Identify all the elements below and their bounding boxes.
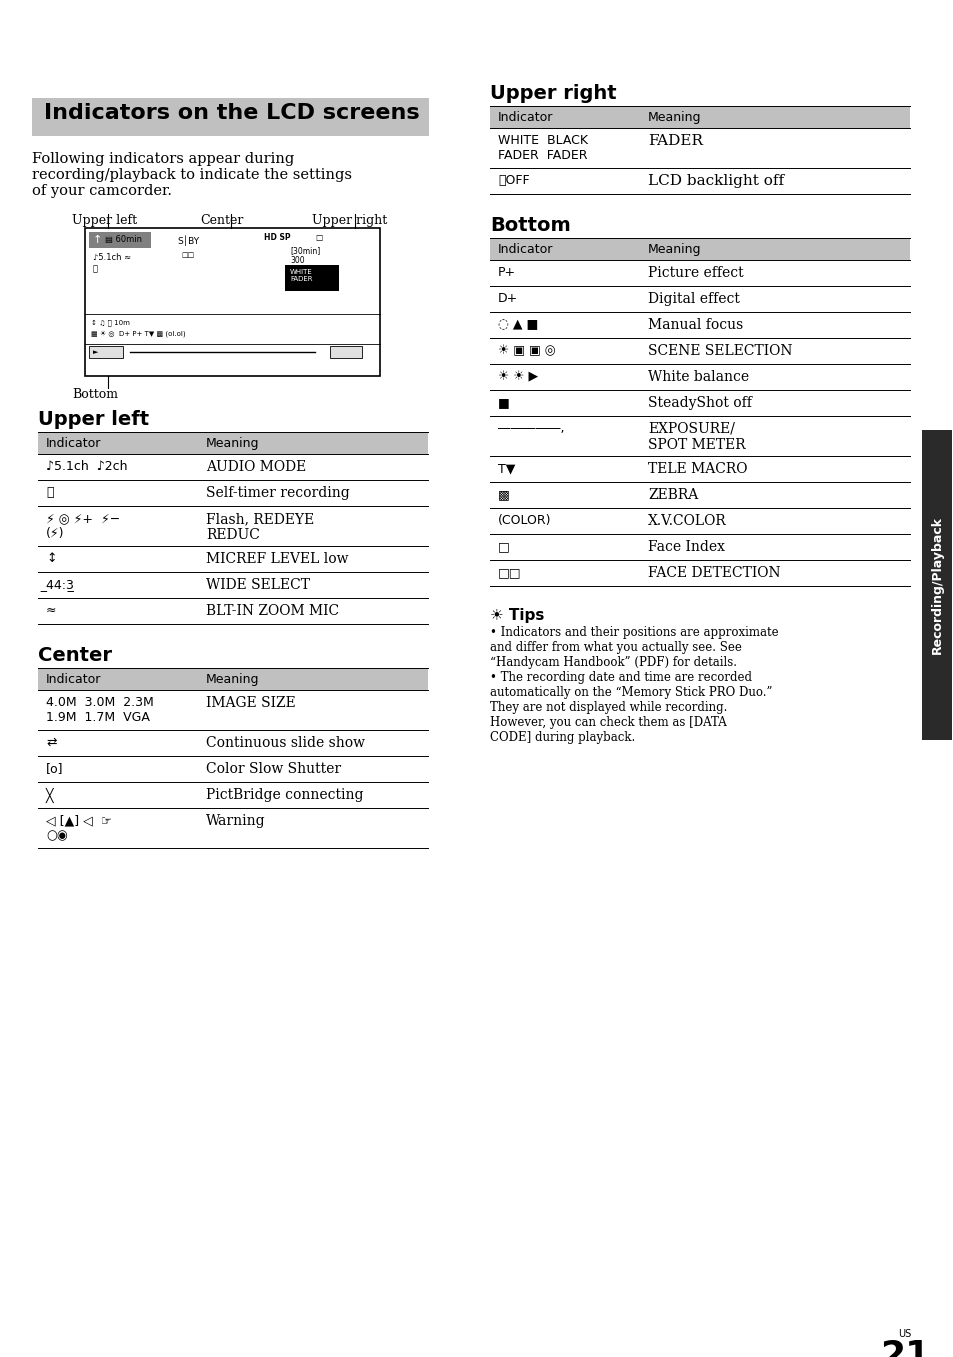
Text: Indicator: Indicator — [46, 673, 101, 687]
Text: ▩: ▩ — [497, 489, 509, 501]
Text: Center: Center — [38, 646, 112, 665]
Text: ♪5.1ch ≈: ♪5.1ch ≈ — [92, 252, 131, 262]
Text: 300: 300 — [290, 256, 304, 265]
Text: AUDIO MODE: AUDIO MODE — [206, 460, 306, 474]
Text: ◁ [▲] ◁  ☞
○◉: ◁ [▲] ◁ ☞ ○◉ — [46, 814, 112, 841]
Text: ◌ ▲ ■: ◌ ▲ ■ — [497, 318, 537, 331]
Text: [30min]: [30min] — [290, 246, 320, 255]
Text: ╳: ╳ — [46, 788, 53, 803]
Text: ⎕OFF: ⎕OFF — [497, 174, 529, 187]
Text: Following indicators appear during
recording/playback to indicate the settings
o: Following indicators appear during recor… — [32, 152, 352, 198]
Text: ≈: ≈ — [46, 604, 56, 617]
Text: Upper left: Upper left — [71, 214, 137, 227]
Text: ―――――,: ―――――, — [497, 422, 564, 436]
Bar — [89, 232, 151, 248]
Text: Self-timer recording: Self-timer recording — [206, 486, 350, 499]
Text: Meaning: Meaning — [206, 673, 259, 687]
Text: P+: P+ — [497, 266, 516, 280]
Text: MICREF LEVEL low: MICREF LEVEL low — [206, 552, 348, 566]
Text: X.V.COLOR: X.V.COLOR — [647, 514, 726, 528]
Text: FADER: FADER — [647, 134, 702, 148]
Bar — [490, 237, 909, 261]
Text: D+: D+ — [497, 292, 517, 305]
Text: US: US — [898, 1329, 911, 1339]
Text: White balance: White balance — [647, 370, 748, 384]
Text: Upper left: Upper left — [38, 410, 149, 429]
Text: BLT-IN ZOOM MIC: BLT-IN ZOOM MIC — [206, 604, 338, 617]
Text: • The recording date and time are recorded
automatically on the “Memory Stick PR: • The recording date and time are record… — [490, 670, 772, 744]
Text: ☀ ☀ ▶: ☀ ☀ ▶ — [497, 370, 537, 383]
Text: SteadyShot off: SteadyShot off — [647, 396, 751, 410]
Text: (COLOR): (COLOR) — [497, 514, 551, 527]
Text: ↑: ↑ — [92, 235, 102, 246]
Bar — [89, 346, 123, 358]
Text: S│BY: S│BY — [177, 235, 199, 246]
Text: WHITE  BLACK
FADER  FADER: WHITE BLACK FADER FADER — [497, 134, 587, 161]
Text: ☀ ▣ ▣ ◎: ☀ ▣ ▣ ◎ — [497, 345, 555, 357]
Text: Indicator: Indicator — [497, 243, 553, 256]
Text: LCD backlight off: LCD backlight off — [647, 174, 783, 189]
Text: [o]: [o] — [46, 763, 64, 775]
Text: WHITE
FADER: WHITE FADER — [290, 269, 313, 282]
Text: ▦ ☀ ◎  D+ P+ T▼ ▩ (ol.ol): ▦ ☀ ◎ D+ P+ T▼ ▩ (ol.ol) — [91, 330, 186, 337]
Text: ZEBRA: ZEBRA — [647, 489, 698, 502]
Bar — [285, 265, 338, 290]
Text: PictBridge connecting: PictBridge connecting — [206, 788, 363, 802]
Text: 4.0M  3.0M  2.3M
1.9M  1.7M  VGA: 4.0M 3.0M 2.3M 1.9M 1.7M VGA — [46, 696, 153, 725]
Bar — [490, 106, 909, 128]
Bar — [38, 432, 428, 455]
Bar — [38, 668, 428, 689]
Text: Face Index: Face Index — [647, 540, 724, 554]
Text: Upper right: Upper right — [490, 84, 616, 103]
Text: Color Slow Shutter: Color Slow Shutter — [206, 763, 341, 776]
Text: TELE MACRO: TELE MACRO — [647, 461, 747, 476]
Text: ↕ ♫ ⌛ 10m: ↕ ♫ ⌛ 10m — [91, 319, 130, 326]
Text: ■: ■ — [497, 396, 509, 408]
Bar — [32, 98, 429, 136]
Text: HD SP: HD SP — [264, 233, 291, 242]
Text: EXPOSURE/
SPOT METER: EXPOSURE/ SPOT METER — [647, 422, 745, 452]
Text: □: □ — [314, 233, 322, 242]
Text: Upper right: Upper right — [312, 214, 387, 227]
Text: □: □ — [497, 540, 509, 554]
Text: FACE DETECTION: FACE DETECTION — [647, 566, 780, 579]
Text: Warning: Warning — [206, 814, 265, 828]
Text: ̲44:3̲: ̲44:3̲ — [46, 578, 73, 592]
Bar — [921, 430, 951, 740]
Text: ⌛: ⌛ — [92, 265, 98, 273]
Text: Flash, REDEYE
REDUC: Flash, REDEYE REDUC — [206, 512, 314, 543]
Bar — [85, 228, 379, 376]
Text: • Indicators and their positions are approximate
and differ from what you actual: • Indicators and their positions are app… — [490, 626, 778, 669]
Text: Continuous slide show: Continuous slide show — [206, 735, 365, 750]
Text: WIDE SELECT: WIDE SELECT — [206, 578, 310, 592]
Text: IMAGE SIZE: IMAGE SIZE — [206, 696, 295, 710]
Text: Recording/Playback: Recording/Playback — [929, 516, 943, 654]
Text: 21: 21 — [879, 1339, 929, 1357]
Text: ⌛: ⌛ — [46, 486, 53, 499]
Text: ↕: ↕ — [46, 552, 56, 565]
Text: ☀ Tips: ☀ Tips — [490, 608, 544, 623]
Text: ♪5.1ch  ♪2ch: ♪5.1ch ♪2ch — [46, 460, 128, 474]
Text: Indicators on the LCD screens: Indicators on the LCD screens — [44, 103, 419, 123]
Text: Meaning: Meaning — [647, 111, 700, 123]
Text: ▤ 60min: ▤ 60min — [105, 235, 142, 244]
Text: SCENE SELECTION: SCENE SELECTION — [647, 345, 792, 358]
Text: Picture effect: Picture effect — [647, 266, 742, 280]
Text: □□: □□ — [181, 252, 194, 258]
Text: Center: Center — [200, 214, 243, 227]
Text: □□: □□ — [497, 566, 521, 579]
Text: Bottom: Bottom — [71, 388, 118, 402]
Text: Indicator: Indicator — [46, 437, 101, 451]
Text: Manual focus: Manual focus — [647, 318, 742, 332]
Text: T▼: T▼ — [497, 461, 515, 475]
Text: ⚡ ◎ ⚡+  ⚡−
(⚡): ⚡ ◎ ⚡+ ⚡− (⚡) — [46, 512, 120, 540]
Bar — [330, 346, 361, 358]
Text: Meaning: Meaning — [206, 437, 259, 451]
Text: ►: ► — [92, 349, 98, 356]
Text: ⇄: ⇄ — [46, 735, 56, 749]
Text: Digital effect: Digital effect — [647, 292, 740, 305]
Text: Bottom: Bottom — [490, 216, 570, 235]
Text: Indicator: Indicator — [497, 111, 553, 123]
Text: Meaning: Meaning — [647, 243, 700, 256]
